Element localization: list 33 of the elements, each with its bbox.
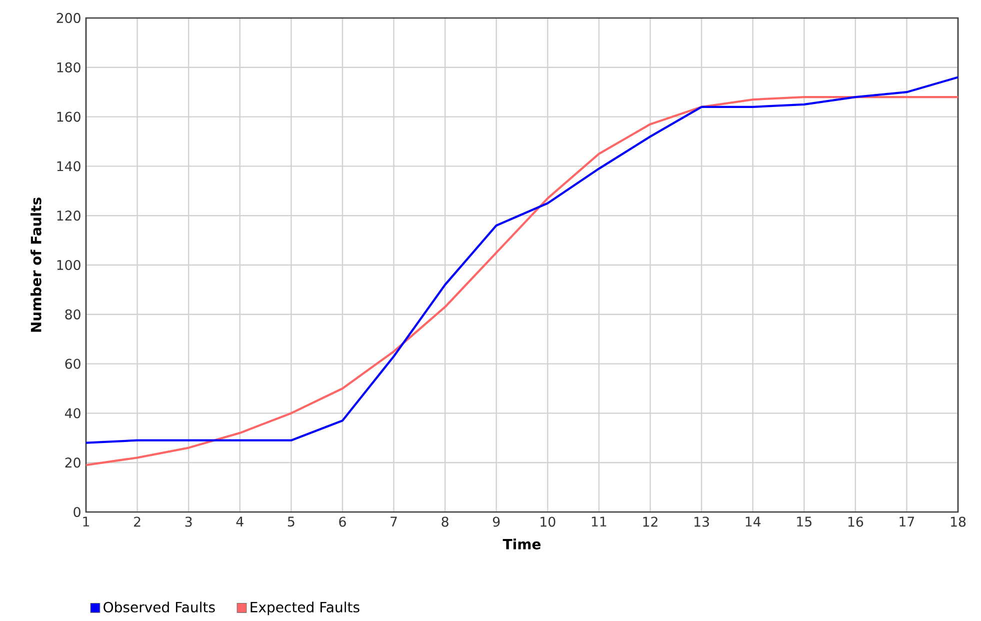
x-tick-label: 3 <box>185 516 192 527</box>
x-tick-label: 17 <box>900 516 914 526</box>
y-tick-label: 140 <box>57 161 80 172</box>
x-tick-label: 13 <box>694 516 709 527</box>
y-tick-label: 80 <box>65 309 80 320</box>
y-tick-label: 20 <box>65 458 80 468</box>
x-tick-label: 5 <box>288 516 294 527</box>
y-tick-label: 180 <box>57 62 80 72</box>
y-tick-label: 0 <box>74 506 80 518</box>
x-tick-label: 2 <box>134 516 140 527</box>
y-tick-label: 120 <box>57 210 80 221</box>
y-tick-label: 160 <box>57 112 80 122</box>
y-tick-label: 40 <box>64 408 80 418</box>
x-tick-label: 6 <box>339 516 346 527</box>
x-tick-label: 9 <box>492 516 500 527</box>
x-tick-label: 4 <box>236 516 244 526</box>
legend-label: Observed Faults <box>104 602 215 612</box>
y-tick-label: 60 <box>65 358 80 369</box>
x-tick-label: 12 <box>643 516 658 527</box>
x-tick-label: 10 <box>540 516 556 527</box>
x-axis-title: Time <box>502 538 541 550</box>
y-axis-title: Number of Faults <box>30 198 42 332</box>
x-tick-label: 1 <box>83 516 90 526</box>
x-tick-label: 16 <box>848 516 864 527</box>
x-tick-label: 8 <box>442 516 448 527</box>
x-tick-label: 14 <box>746 516 761 526</box>
x-tick-label: 15 <box>797 516 812 527</box>
legend-label: Expected Faults <box>250 602 360 616</box>
x-tick-label: 7 <box>390 516 397 526</box>
x-tick-label: 18 <box>950 516 966 527</box>
y-tick-label: 200 <box>56 12 80 24</box>
x-tick-label: 11 <box>592 516 606 526</box>
y-tick-label: 100 <box>57 260 80 270</box>
